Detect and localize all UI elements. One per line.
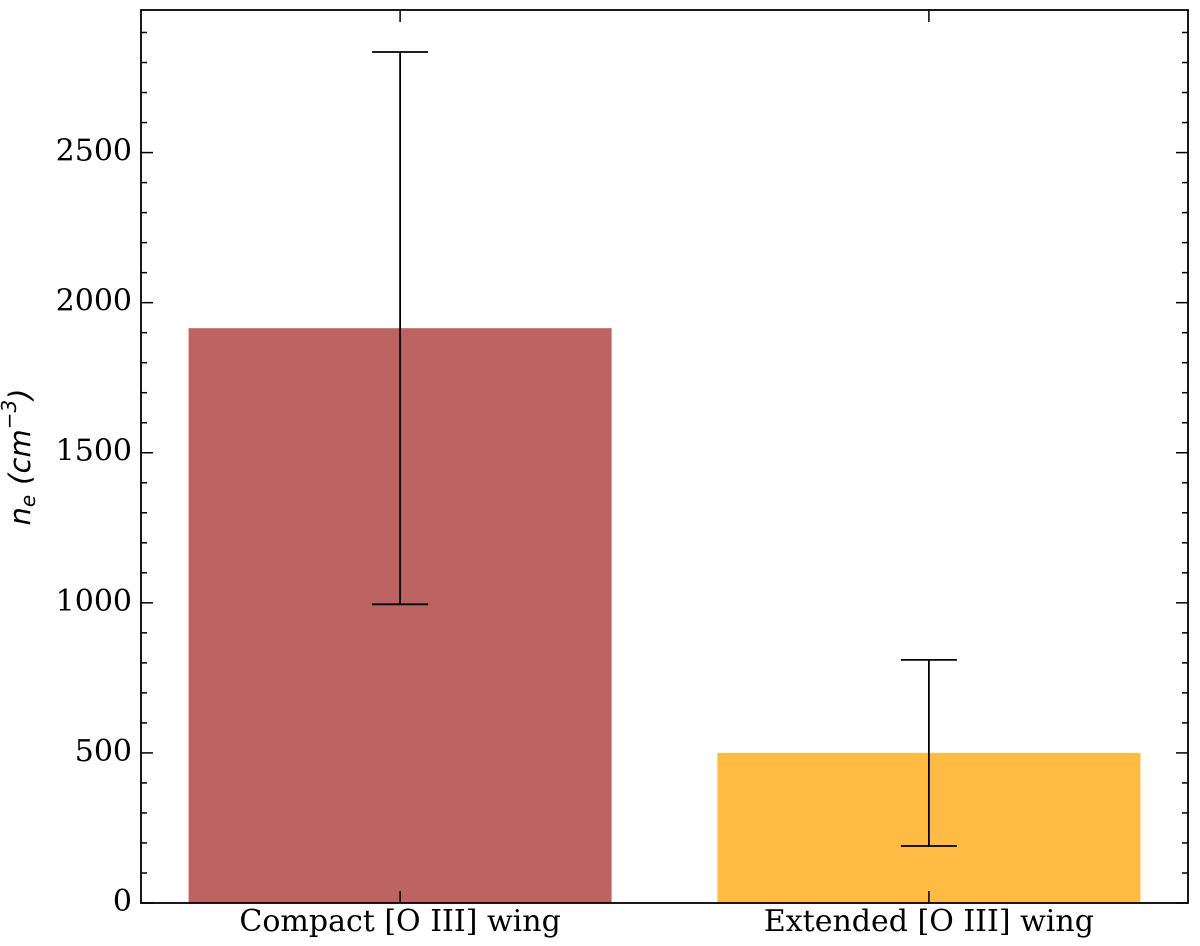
- y-tick-label: 2000: [56, 284, 132, 319]
- y-tick-label: 1500: [56, 434, 132, 469]
- y-label-part: e: [16, 495, 40, 507]
- y-tick-label: 1000: [56, 584, 132, 619]
- y-label-part: n: [3, 507, 37, 525]
- y-tick-label: 0: [113, 884, 132, 919]
- y-label-part: ): [3, 388, 37, 401]
- x-tick-label: Compact [O III] wing: [239, 904, 560, 939]
- error-bar: [372, 51, 429, 606]
- y-tick-label: 2500: [56, 134, 132, 169]
- plot-frame: [140, 9, 1189, 904]
- error-bar: [900, 658, 957, 847]
- y-axis-label: ne (cm−3): [0, 388, 40, 525]
- x-tick-label: Extended [O III] wing: [764, 904, 1094, 939]
- y-label-part: −3: [0, 400, 21, 429]
- y-label-part: (cm: [3, 429, 37, 485]
- y-tick-label: 500: [75, 734, 132, 769]
